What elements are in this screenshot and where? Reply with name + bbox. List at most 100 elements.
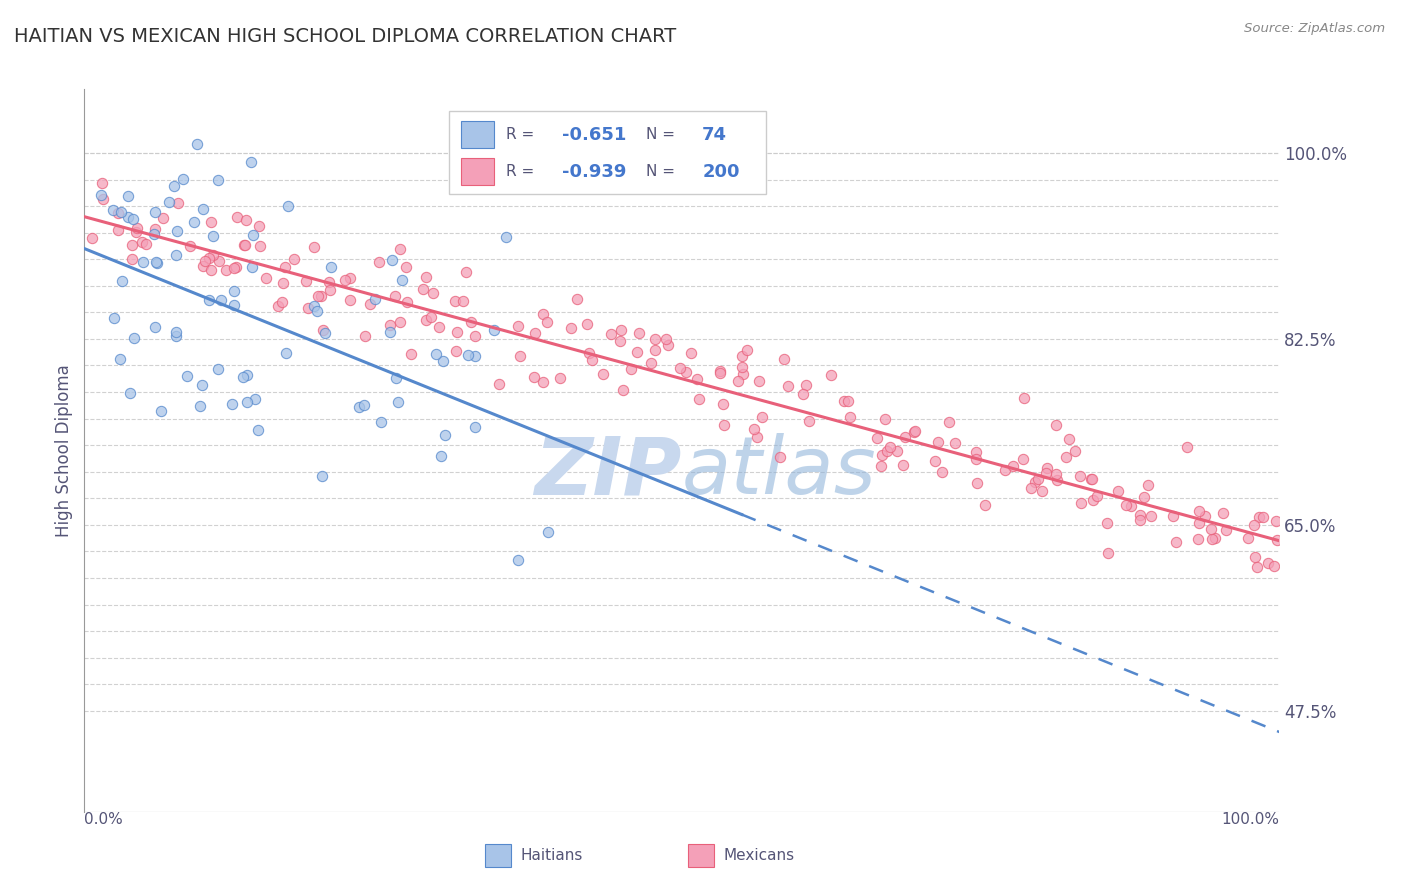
Point — [731, 367, 754, 381]
Point — [183, 215, 205, 229]
Point — [311, 469, 333, 483]
Point — [1115, 499, 1137, 513]
Point — [236, 368, 259, 382]
Point — [1128, 508, 1150, 522]
Point — [927, 435, 949, 450]
Point — [110, 205, 132, 219]
Point — [966, 445, 988, 459]
Text: -0.651: -0.651 — [562, 126, 627, 144]
Point — [91, 192, 114, 206]
Point — [117, 210, 139, 224]
Point — [792, 386, 814, 401]
Point — [709, 364, 731, 378]
Point — [581, 353, 603, 368]
Point — [773, 351, 796, 366]
Point — [297, 301, 319, 315]
Point — [208, 254, 231, 268]
Point — [225, 260, 247, 275]
Point — [249, 239, 271, 253]
Point — [125, 225, 148, 239]
Point — [938, 415, 960, 429]
Point — [165, 325, 187, 339]
Point — [644, 332, 666, 346]
Point — [681, 346, 703, 360]
Point — [198, 251, 221, 265]
Point — [198, 293, 221, 307]
Point — [121, 237, 143, 252]
Point — [769, 450, 792, 464]
Point — [101, 203, 124, 218]
Bar — [485, 844, 510, 867]
Point — [1194, 509, 1216, 524]
Point — [974, 498, 997, 512]
Point — [1212, 506, 1234, 520]
Point — [232, 237, 254, 252]
Point — [797, 414, 820, 428]
Point — [121, 252, 143, 266]
Text: atlas: atlas — [682, 434, 877, 511]
Point — [247, 423, 270, 437]
Point — [422, 286, 444, 301]
Point — [339, 293, 361, 308]
Point — [232, 370, 254, 384]
Point — [688, 392, 710, 407]
Point — [152, 211, 174, 226]
Point — [820, 368, 842, 383]
Point — [267, 299, 290, 313]
Point — [120, 386, 142, 401]
Point — [870, 458, 893, 473]
Point — [506, 318, 529, 333]
Point — [391, 273, 413, 287]
Point — [125, 221, 148, 235]
Text: N =: N = — [647, 164, 675, 179]
Point — [314, 326, 336, 341]
Point — [891, 458, 914, 473]
Point — [191, 377, 214, 392]
Point — [389, 315, 412, 329]
Point — [592, 368, 614, 382]
Point — [1247, 510, 1270, 524]
Point — [239, 154, 262, 169]
Point — [536, 315, 558, 329]
Point — [233, 237, 256, 252]
Point — [107, 206, 129, 220]
Point — [353, 328, 375, 343]
Point — [1251, 510, 1274, 524]
Point — [870, 448, 893, 462]
Point — [735, 343, 758, 357]
Point — [82, 230, 104, 244]
Point — [620, 361, 643, 376]
Point — [90, 188, 112, 202]
Point — [425, 347, 447, 361]
Point — [194, 254, 217, 268]
Bar — [461, 121, 495, 148]
Point — [388, 243, 411, 257]
Point — [943, 436, 966, 450]
Point — [243, 392, 266, 406]
Point — [312, 323, 335, 337]
Text: 74: 74 — [702, 126, 727, 144]
Point — [1070, 496, 1092, 510]
Point — [146, 256, 169, 270]
Point — [235, 213, 257, 227]
Point — [167, 196, 190, 211]
Point — [131, 235, 153, 249]
Point — [395, 295, 418, 310]
Point — [143, 320, 166, 334]
Point — [640, 356, 662, 370]
Point — [463, 420, 485, 434]
Point — [135, 236, 157, 251]
Point — [186, 136, 208, 151]
Point — [1263, 559, 1285, 574]
Point — [1002, 459, 1025, 474]
Point — [713, 417, 735, 432]
Point — [832, 393, 855, 408]
Point — [271, 277, 294, 291]
Point — [277, 199, 299, 213]
Point — [200, 263, 222, 277]
Point — [560, 321, 582, 335]
Point — [1136, 478, 1159, 492]
Point — [335, 273, 357, 287]
Point — [903, 425, 925, 439]
Point — [1069, 469, 1091, 483]
